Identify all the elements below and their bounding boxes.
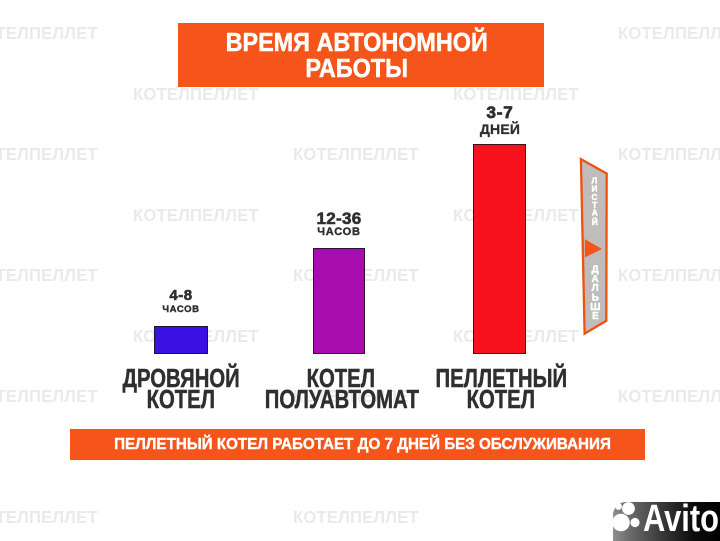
svg-text:Л: Л bbox=[592, 283, 599, 294]
svg-text:И: И bbox=[592, 185, 598, 194]
svg-text:Ь: Ь bbox=[592, 293, 599, 304]
svg-text:Й: Й bbox=[592, 216, 598, 227]
svg-text:А: А bbox=[592, 209, 598, 218]
svg-text:Т: Т bbox=[592, 201, 597, 210]
svg-text:Ш: Ш bbox=[590, 302, 600, 313]
svg-text:Е: Е bbox=[592, 311, 599, 322]
svg-text:Л: Л bbox=[592, 176, 598, 185]
svg-text:А: А bbox=[591, 274, 598, 285]
svg-text:Д: Д bbox=[592, 265, 599, 276]
svg-text:Avito: Avito bbox=[643, 498, 719, 540]
svg-text:С: С bbox=[592, 193, 598, 202]
